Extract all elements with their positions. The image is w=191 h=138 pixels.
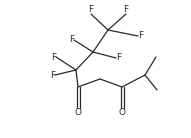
Text: O: O: [74, 108, 82, 117]
Text: O: O: [118, 108, 125, 117]
Text: F: F: [50, 71, 55, 79]
Text: F: F: [51, 52, 56, 62]
Text: F: F: [123, 5, 129, 14]
Text: F: F: [88, 5, 94, 14]
Text: F: F: [138, 31, 143, 40]
Text: F: F: [116, 54, 121, 63]
Text: F: F: [69, 35, 74, 44]
